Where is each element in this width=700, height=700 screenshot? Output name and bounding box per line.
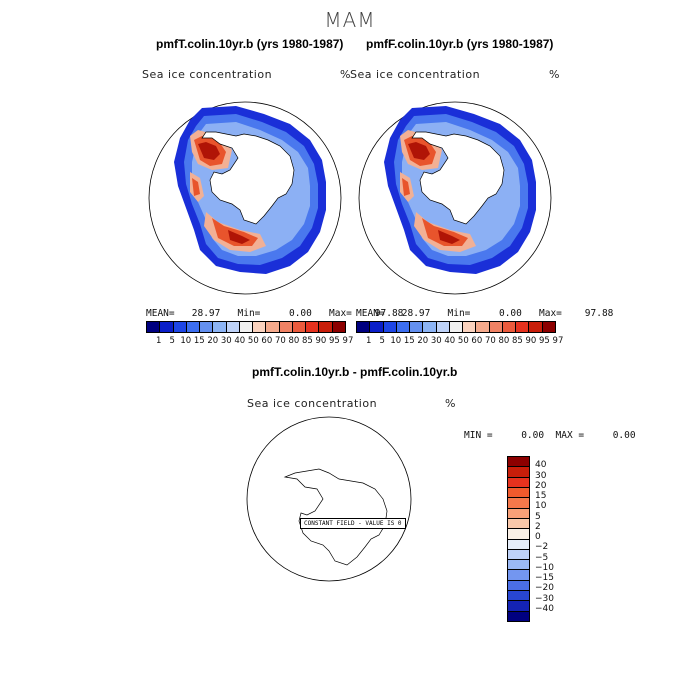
left-panel-title: pmfT.colin.10yr.b (yrs 1980-1987) <box>156 37 344 51</box>
right-colorbar-ticks: 1 5 10 15 20 30 40 50 60 70 80 85 90 95 … <box>366 336 564 346</box>
left-colorbar-ticks: 1 5 10 15 20 30 40 50 60 70 80 85 90 95 … <box>156 336 354 346</box>
right-stats: MEAN= 28.97 Min= 0.00 Max= 97.88 <box>356 308 614 319</box>
diff-colorbar-swatch <box>508 549 529 561</box>
colorbar-swatch <box>396 322 411 332</box>
colorbar-swatch <box>529 322 543 332</box>
diff-colorbar-tick-label: 10 <box>535 501 547 512</box>
colorbar-swatch <box>383 322 397 332</box>
left-variable-label: Sea ice concentration <box>142 68 273 81</box>
colorbar-swatch <box>226 322 240 332</box>
colorbar-swatch <box>319 322 333 332</box>
colorbar-swatch <box>332 322 345 332</box>
left-polar-map <box>148 101 342 295</box>
diff-colorbar-swatch <box>508 487 529 499</box>
diff-colorbar-swatch <box>508 508 529 519</box>
diff-colorbar-swatch <box>508 467 529 478</box>
colorbar-swatch <box>463 322 477 332</box>
diff-colorbar-swatch <box>508 518 529 530</box>
right-polar-map <box>358 101 552 295</box>
diff-variable-label: Sea ice concentration <box>247 397 378 410</box>
antarctica-coastline <box>201 131 295 225</box>
colorbar-swatch <box>186 322 201 332</box>
diff-colorbar-swatch <box>508 611 529 621</box>
colorbar-swatch <box>410 322 424 332</box>
diff-colorbar-tick-label: 15 <box>535 491 547 501</box>
diff-colorbar-tick-label: −20 <box>535 583 554 594</box>
colorbar-swatch <box>449 322 464 332</box>
colorbar-swatch <box>542 322 555 332</box>
colorbar-swatch <box>253 322 267 332</box>
diff-polar-map <box>246 416 412 582</box>
diff-colorbar-tick-label: 0 <box>535 532 541 542</box>
colorbar-swatch <box>173 322 187 332</box>
diff-panel-title: pmfT.colin.10yr.b - pmfF.colin.10yr.b <box>252 365 458 379</box>
diff-colorbar-swatch <box>508 570 529 581</box>
colorbar-swatch <box>516 322 530 332</box>
season-title: MAM <box>324 8 376 32</box>
diff-colorbar-swatch <box>508 457 529 468</box>
constant-field-note: CONSTANT FIELD - VALUE IS 0 <box>300 518 406 529</box>
diff-colorbar-swatch <box>508 591 529 602</box>
diff-colorbar-tick-label: 2 <box>535 521 541 532</box>
diff-colorbar-swatch <box>508 498 529 509</box>
diff-colorbar-ticks: 40 30 20 15 10 5 2 0 −2 −5 −10 −15 −20 −30 −40 <box>535 456 575 620</box>
colorbar-swatch <box>266 322 280 332</box>
left-colorbar <box>146 321 346 333</box>
colorbar-swatch <box>292 322 307 332</box>
diff-colorbar <box>507 456 530 622</box>
colorbar-swatch <box>279 322 293 332</box>
colorbar-swatch <box>436 322 450 332</box>
diff-colorbar-tick-label: 30 <box>535 470 547 481</box>
diff-colorbar-tick-label: −40 <box>535 603 554 614</box>
diff-colorbar-tick-label: −2 <box>535 542 549 553</box>
diff-colorbar-tick-label: −5 <box>535 552 549 563</box>
colorbar-swatch <box>370 322 384 332</box>
colorbar-swatch <box>357 322 371 332</box>
colorbar-swatch <box>423 322 437 332</box>
diff-colorbar-swatch <box>508 580 529 592</box>
diff-colorbar-swatch <box>508 601 529 612</box>
colorbar-swatch <box>489 322 503 332</box>
diff-colorbar-tick-label: −10 <box>535 562 554 573</box>
right-panel-title: pmfF.colin.10yr.b (yrs 1980-1987) <box>366 37 554 51</box>
colorbar-swatch <box>160 322 174 332</box>
colorbar-swatch <box>476 322 490 332</box>
diff-colorbar-tick-label: −30 <box>535 593 554 604</box>
colorbar-swatch <box>306 322 320 332</box>
diff-colorbar-swatch <box>508 560 529 571</box>
diff-colorbar-tick-label: 5 <box>535 511 541 522</box>
diff-colorbar-tick-label: −15 <box>535 573 554 583</box>
colorbar-swatch <box>213 322 227 332</box>
diff-minmax: MIN = 0.00 MAX = 0.00 <box>464 430 636 441</box>
diff-colorbar-swatch <box>508 539 529 550</box>
diff-colorbar-swatch <box>508 529 529 540</box>
left-stats: MEAN= 28.97 Min= 0.00 Max= 97.88 <box>146 308 404 319</box>
colorbar-swatch <box>147 322 161 332</box>
diff-colorbar-tick-label: 40 <box>535 460 547 471</box>
right-units-label: % <box>549 68 560 81</box>
right-colorbar <box>356 321 556 333</box>
colorbar-swatch <box>502 322 517 332</box>
colorbar-swatch <box>239 322 254 332</box>
antarctica-coastline <box>283 468 388 566</box>
left-units-label: % <box>340 68 351 81</box>
antarctica-coastline <box>411 131 505 225</box>
right-variable-label: Sea ice concentration <box>350 68 481 81</box>
diff-units-label: % <box>445 397 456 410</box>
diff-colorbar-tick-label: 20 <box>535 480 547 491</box>
diff-colorbar-swatch <box>508 477 529 488</box>
colorbar-swatch <box>200 322 214 332</box>
